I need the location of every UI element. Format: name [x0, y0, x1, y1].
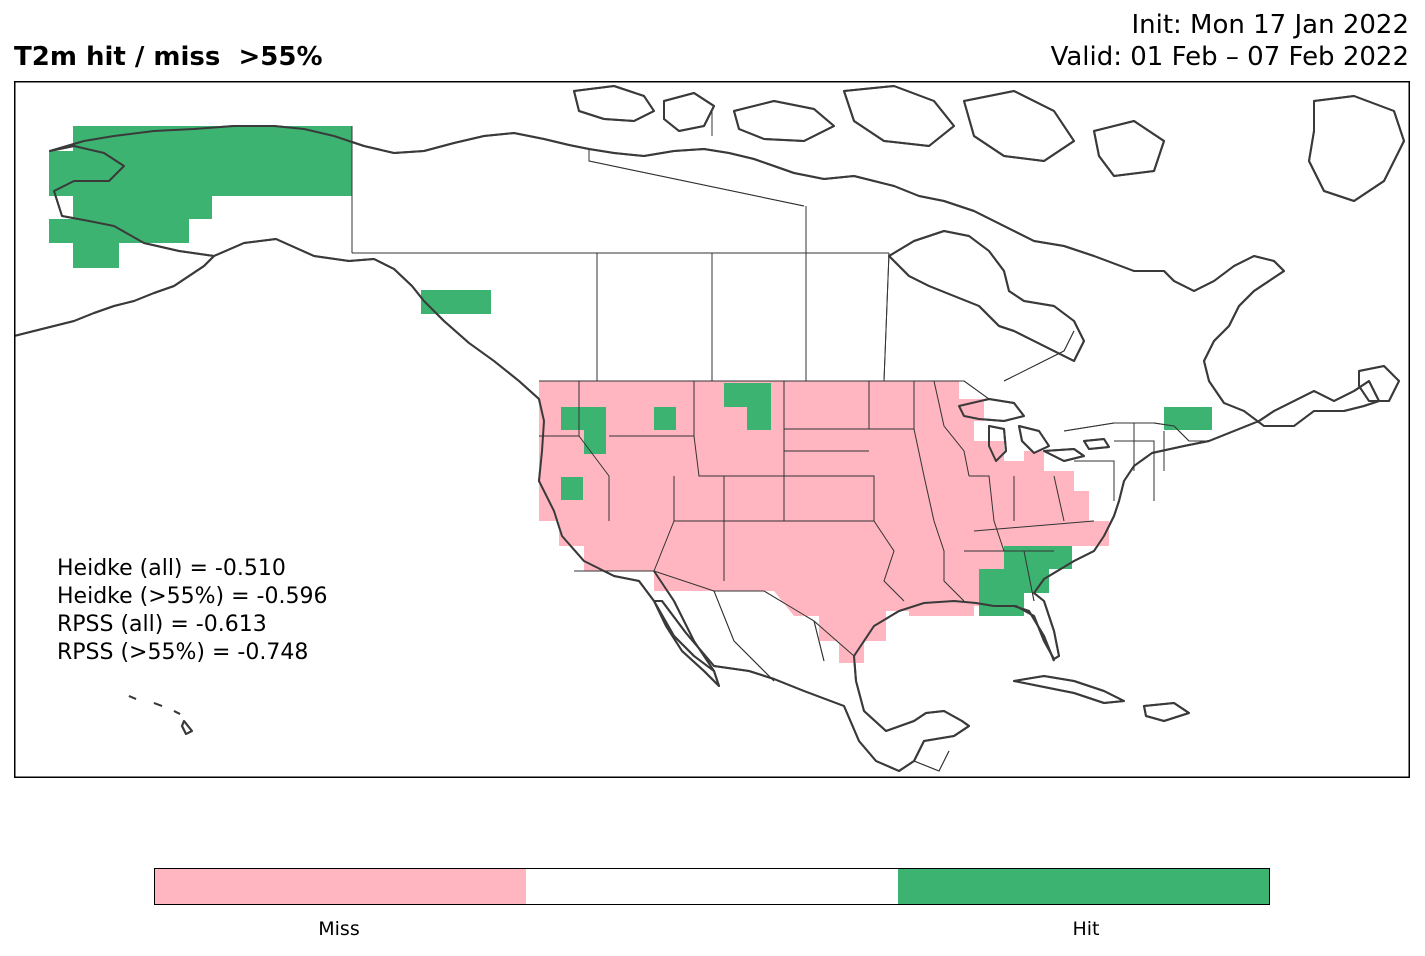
- colorbar: [154, 868, 1270, 905]
- hit-cell-montana: [747, 407, 771, 430]
- colorbar-neutral-segment: [526, 869, 898, 904]
- rpss-55: RPSS (>55%) = -0.748: [57, 640, 309, 665]
- miss-cells: [539, 381, 1109, 663]
- arctic-island: [843, 85, 955, 147]
- map-panel: [14, 81, 1410, 778]
- heidke-all: Heidke (all) = -0.510: [57, 556, 286, 581]
- colorbar-hit-label: Hit: [1072, 918, 1100, 940]
- hit-region-southeast: [979, 546, 1072, 616]
- score-stats: Heidke (all) = -0.510 Heidke (>55%) = -0…: [57, 555, 327, 667]
- heidke-55: Heidke (>55%) = -0.596: [57, 584, 328, 609]
- hit-cell-bc-coast: [421, 290, 491, 314]
- hit-region-alaska: [49, 126, 352, 268]
- arctic-island: [963, 90, 1075, 162]
- miss-region-conus: [539, 381, 1109, 663]
- arctic-island: [573, 85, 655, 122]
- colorbar-hit-segment: [897, 869, 1269, 904]
- hit-cell-nevada: [561, 477, 583, 500]
- rpss-all: RPSS (all) = -0.613: [57, 612, 267, 637]
- init-date: Init: Mon 17 Jan 2022: [1131, 10, 1409, 40]
- greenland-coast: [1308, 95, 1405, 202]
- hit-cell-montana: [724, 383, 771, 407]
- canada-provinces: [352, 111, 1075, 382]
- colorbar-miss-segment: [155, 869, 527, 904]
- hit-cell-maine: [1164, 407, 1212, 430]
- valid-period: Valid: 01 Feb – 07 Feb 2022: [1050, 42, 1409, 72]
- map-frame-border: [14, 81, 1410, 778]
- hit-cell-idaho: [654, 407, 676, 430]
- hit-cell-oregon: [561, 407, 606, 430]
- colorbar-miss-label: Miss: [318, 918, 360, 940]
- hit-cell-oregon: [584, 430, 606, 454]
- map-title: T2m hit / miss >55%: [14, 42, 323, 72]
- hudson-bay: [888, 230, 1085, 362]
